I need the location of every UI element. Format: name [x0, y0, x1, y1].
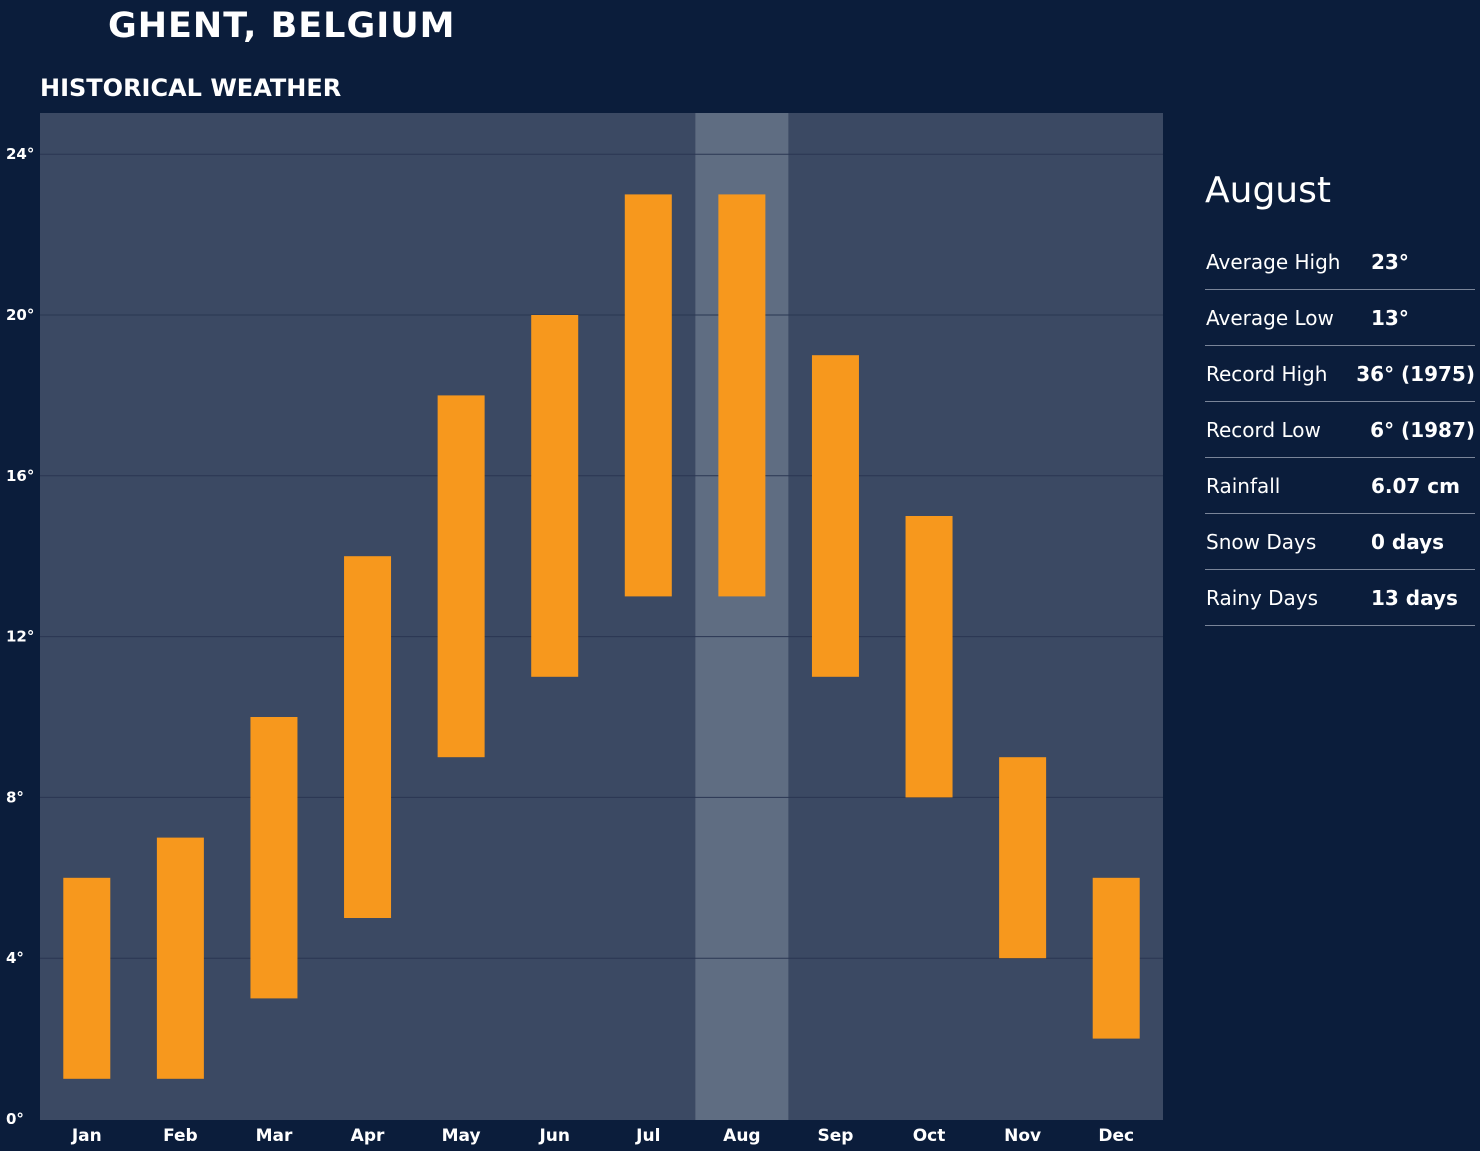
stat-value: 0 days	[1371, 529, 1445, 554]
stat-label: Average High	[1206, 249, 1341, 274]
temperature-range-bar	[250, 717, 298, 999]
x-tick-label: Nov	[1004, 1126, 1041, 1146]
y-tick-label: 16°	[6, 467, 34, 485]
stat-label: Record High	[1206, 361, 1328, 386]
stats-list: Average High 23° Average Low 13° Record …	[1205, 234, 1475, 626]
y-tick-label: 8°	[6, 788, 24, 806]
temperature-range-bar	[718, 194, 766, 597]
stat-value: 13 days	[1371, 585, 1458, 610]
plot-area	[40, 113, 1163, 1120]
stat-row-record-low: Record Low 6° (1987)	[1205, 402, 1475, 458]
y-tick-label: 4°	[6, 949, 24, 967]
stat-row-record-high: Record High 36° (1975)	[1205, 346, 1475, 402]
x-tick-label: Jul	[635, 1126, 660, 1146]
temperature-range-bar	[624, 194, 672, 597]
y-tick-label: 20°	[6, 306, 34, 324]
stat-value: 13°	[1371, 305, 1409, 330]
section-title: HISTORICAL WEATHER	[40, 74, 342, 102]
stat-row-snow-days: Snow Days 0 days	[1205, 514, 1475, 570]
temperature-range-bar	[63, 877, 111, 1079]
x-tick-label: May	[442, 1126, 481, 1146]
x-tick-label: Apr	[351, 1126, 385, 1146]
stat-value: 23°	[1371, 249, 1409, 274]
stat-value: 6° (1987)	[1370, 417, 1475, 442]
stat-label: Snow Days	[1206, 529, 1317, 554]
stat-label: Rainfall	[1206, 473, 1281, 498]
temperature-range-bar	[531, 315, 579, 677]
city-title: GHENT, BELGIUM	[108, 6, 456, 46]
temperature-range-bar	[156, 837, 204, 1079]
stat-label: Record Low	[1206, 417, 1321, 442]
temperature-range-bar	[344, 556, 392, 918]
temperature-range-bar	[905, 516, 953, 798]
temperature-range-chart: 0° 4° 8° 12° 16° 20° 24° Jan Feb Mar Apr May Jun Jul A…	[6, 113, 1163, 1146]
temperature-range-bar	[437, 395, 485, 758]
x-tick-label: Oct	[913, 1126, 946, 1146]
temperature-range-bar	[1092, 877, 1140, 1039]
x-tick-label: Jan	[71, 1126, 102, 1146]
stat-row-average-high: Average High 23°	[1205, 234, 1475, 290]
temperature-range-bar	[811, 355, 859, 677]
month-detail-panel: August Average High 23° Average Low 13° …	[1205, 168, 1475, 626]
stat-row-rainy-days: Rainy Days 13 days	[1205, 570, 1475, 626]
temperature-range-bar	[999, 757, 1047, 959]
stat-label: Rainy Days	[1206, 585, 1319, 610]
x-tick-label: Mar	[256, 1126, 293, 1146]
x-tick-label: Aug	[723, 1126, 760, 1146]
y-tick-label: 0°	[6, 1110, 24, 1128]
stat-label: Average Low	[1206, 305, 1334, 330]
y-tick-label: 24°	[6, 145, 34, 163]
selected-month-heading: August	[1205, 170, 1331, 211]
stat-row-rainfall: Rainfall 6.07 cm	[1205, 458, 1475, 514]
x-tick-label: Dec	[1098, 1126, 1134, 1146]
stat-value: 36° (1975)	[1356, 361, 1475, 386]
stat-row-average-low: Average Low 13°	[1205, 290, 1475, 346]
y-tick-label: 12°	[6, 628, 34, 646]
x-tick-label: Sep	[817, 1126, 853, 1146]
x-tick-label: Feb	[163, 1126, 198, 1146]
stat-value: 6.07 cm	[1371, 473, 1461, 498]
x-tick-label: Jun	[538, 1126, 570, 1146]
